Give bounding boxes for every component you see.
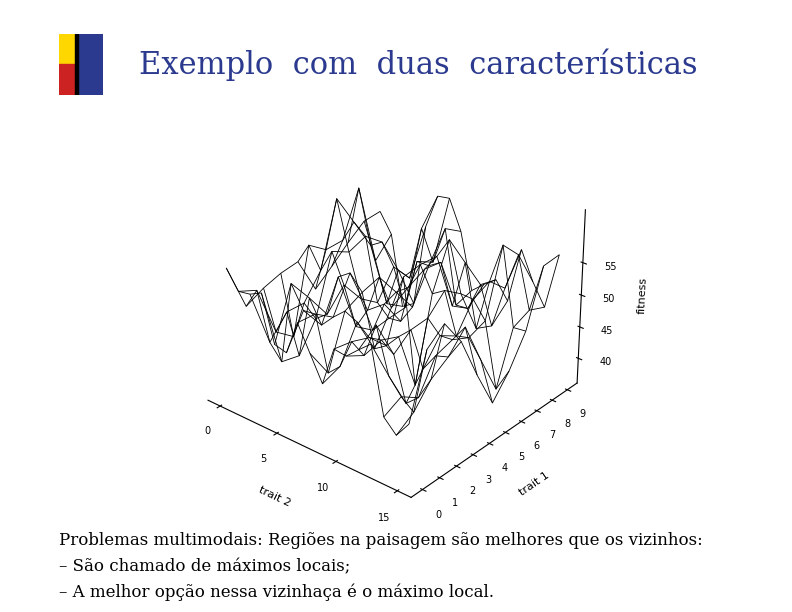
Text: Exemplo  com  duas  características: Exemplo com duas características <box>139 48 697 81</box>
Bar <box>77 34 103 95</box>
X-axis label: trait 2: trait 2 <box>257 485 292 509</box>
Bar <box>59 34 86 70</box>
Y-axis label: trait 1: trait 1 <box>517 471 550 498</box>
Text: – São chamado de máximos locais;: – São chamado de máximos locais; <box>59 558 351 575</box>
Bar <box>59 64 86 95</box>
Text: Problemas multimodais: Regiões na paisagem são melhores que os vizinhos:: Problemas multimodais: Regiões na paisag… <box>59 532 703 550</box>
Text: – A melhor opção nessa vizinhaça é o máximo local.: – A melhor opção nessa vizinhaça é o máx… <box>59 584 494 602</box>
Bar <box>74 34 78 95</box>
